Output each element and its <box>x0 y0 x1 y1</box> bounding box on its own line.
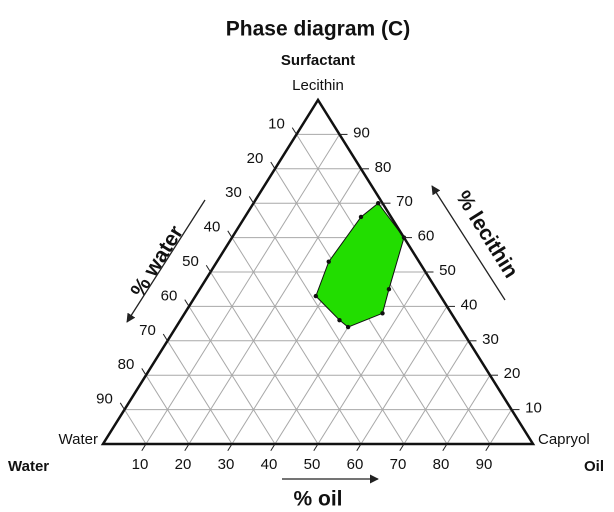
lecithin-tick-label: 50 <box>439 262 456 279</box>
lecithin-tick-label: 40 <box>461 296 478 313</box>
tick-mark <box>248 196 254 204</box>
tick-mark <box>162 333 168 342</box>
region-point <box>380 311 385 316</box>
tick-mark <box>205 264 211 273</box>
phase-region <box>315 202 405 328</box>
tick-mark <box>485 443 491 452</box>
oil-tick-label: 60 <box>347 456 364 473</box>
right-component: Oil <box>584 458 604 475</box>
water-tick-label: 40 <box>204 219 221 236</box>
water-arrow <box>126 199 206 323</box>
grid-line <box>145 134 340 445</box>
region-layer <box>313 201 407 330</box>
grid-line <box>210 271 319 445</box>
tick-mark <box>442 443 448 452</box>
tick-mark <box>184 299 190 307</box>
left-label: Water <box>59 431 98 448</box>
grid-line <box>360 306 448 445</box>
top-component: Surfactant <box>281 52 355 69</box>
tick-mark <box>184 443 190 452</box>
grid-line <box>446 374 491 445</box>
water-tick-label: 60 <box>161 287 178 304</box>
region-point <box>386 287 392 292</box>
chart-title: Phase diagram (C) <box>226 18 410 41</box>
water-tick-label: 30 <box>225 184 242 201</box>
top-label: Lecithin <box>292 77 344 94</box>
region-point <box>337 317 342 323</box>
tick-mark <box>141 443 147 452</box>
tick-mark <box>270 443 276 452</box>
grid-line <box>188 168 362 445</box>
right-label: Capryol <box>538 431 590 448</box>
grid-line <box>403 340 469 445</box>
grid-line <box>317 271 426 445</box>
region-point <box>313 293 319 299</box>
grid-line <box>253 202 405 445</box>
water-axis-title: % water <box>126 222 188 302</box>
grid-line <box>296 134 491 445</box>
tick-mark <box>270 161 276 170</box>
oil-tick-label: 90 <box>476 456 493 473</box>
water-tick-label: 80 <box>118 356 135 373</box>
lecithin-axis-title: % lecithin <box>451 187 522 282</box>
tick-mark <box>141 368 147 376</box>
region-point <box>376 201 381 206</box>
lecithin-tick-label: 80 <box>375 159 392 176</box>
tick-mark <box>291 127 297 135</box>
grid-line <box>124 409 147 445</box>
water-tick-label: 20 <box>247 150 264 167</box>
tick-mark <box>119 402 125 410</box>
lecithin-tick-label: 60 <box>418 228 435 245</box>
oil-tick-label: 80 <box>433 456 450 473</box>
region-point <box>326 259 331 264</box>
tick-mark <box>399 443 405 452</box>
oil-tick-label: 70 <box>390 456 407 473</box>
lecithin-tick-label: 30 <box>482 331 499 348</box>
lecithin-tick-label: 90 <box>353 124 370 141</box>
oil-tick-label: 20 <box>175 456 192 473</box>
oil-tick-label: 10 <box>132 456 149 473</box>
oil-tick-label: 30 <box>218 456 235 473</box>
tick-mark <box>313 443 319 452</box>
lecithin-tick-label: 70 <box>396 193 413 210</box>
grid-line <box>489 409 512 445</box>
lecithin-tick-label: 10 <box>525 400 542 417</box>
lecithin-tick-label: 20 <box>504 365 521 382</box>
tick-mark <box>227 443 233 452</box>
oil-tick-label: 40 <box>261 456 278 473</box>
oil-axis-title: % oil <box>293 488 342 511</box>
water-tick-label: 50 <box>182 253 199 270</box>
water-tick-label: 90 <box>96 391 113 408</box>
tick-mark <box>356 443 362 452</box>
oil-tick-label: 50 <box>304 456 321 473</box>
water-tick-label: 10 <box>268 115 285 132</box>
tick-mark <box>227 230 233 238</box>
lecithin-arrow <box>431 185 506 301</box>
water-tick-label: 70 <box>139 322 156 339</box>
region-point <box>358 214 364 220</box>
left-component: Water <box>8 458 49 475</box>
grid-line <box>167 340 233 445</box>
region-point <box>345 324 351 330</box>
